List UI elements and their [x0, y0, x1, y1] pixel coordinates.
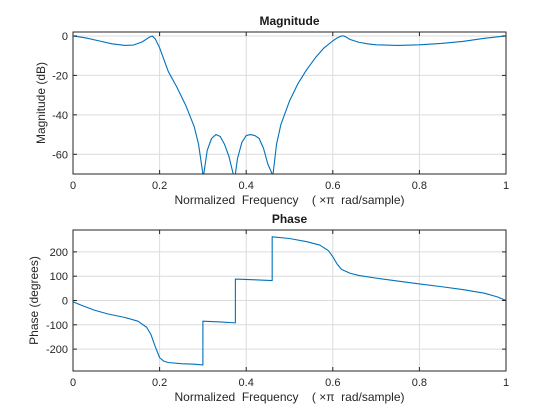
- phase-xtick-label-2: 0.4: [239, 377, 254, 389]
- magnitude-series-line-0: [73, 35, 506, 174]
- magnitude-xtick-label-3: 0.6: [325, 180, 340, 192]
- phase-ytick-label-3: -100: [46, 320, 68, 332]
- phase-axes: 0 0.2 0.4 0.6 0.8 1 200 100 0 -100 -200 Phase Normal…: [27, 212, 509, 404]
- magnitude-ylabel: Magnitude (dB): [34, 62, 48, 144]
- phase-series-line-0: [73, 236, 506, 366]
- magnitude-xtick-label-4: 0.8: [412, 180, 427, 192]
- phase-ytick-label-0: 200: [50, 247, 68, 259]
- magnitude-xtick-label-1: 0.2: [152, 180, 167, 192]
- phase-xtick-label-5: 1: [503, 377, 509, 389]
- phase-title: Phase: [272, 212, 308, 226]
- magnitude-ytick-label-1: -20: [52, 70, 68, 82]
- magnitude-ytick-label-0: 0: [62, 31, 68, 43]
- phase-ytick-label-1: 100: [50, 271, 68, 283]
- phase-xtick-label-4: 0.8: [412, 377, 427, 389]
- phase-xtick-label-3: 0.6: [325, 377, 340, 389]
- phase-ytick-label-4: -200: [46, 344, 68, 356]
- magnitude-xtick-label-2: 0.4: [239, 180, 254, 192]
- magnitude-xtick-label-5: 1: [503, 180, 509, 192]
- magnitude-xlabel: Normalized Frequency ( ×π rad/sample): [174, 193, 404, 207]
- phase-xtick-label-1: 0.2: [152, 377, 167, 389]
- magnitude-axes: 0 0.2 0.4 0.6 0.8 1 0 -20 -40 -60 Magnitude Normali…: [34, 14, 509, 207]
- magnitude-title: Magnitude: [260, 14, 320, 28]
- phase-xlabel: Normalized Frequency ( ×π rad/sample): [174, 390, 404, 404]
- phase-ytick-label-2: 0: [62, 296, 68, 308]
- phase-xtick-label-0: 0: [70, 377, 76, 389]
- phase-ylabel: Phase (degrees): [27, 256, 41, 345]
- magnitude-ytick-label-2: -40: [52, 110, 68, 122]
- magnitude-ytick-label-3: -60: [52, 149, 68, 161]
- magnitude-xtick-label-0: 0: [70, 180, 76, 192]
- magnitude-axes-frame: [72, 31, 507, 175]
